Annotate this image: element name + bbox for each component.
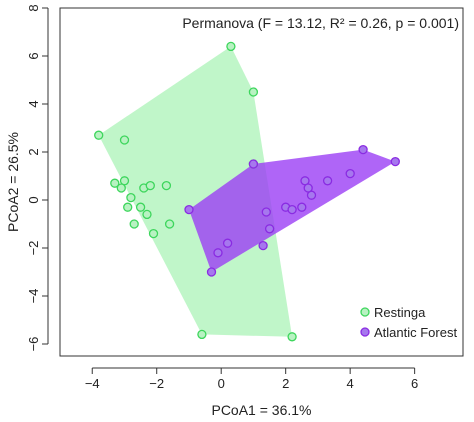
legend-label-atlantic-forest: Atlantic Forest xyxy=(374,325,457,340)
point-series1-0 xyxy=(248,159,259,169)
x-tick-label-1: −2 xyxy=(149,376,164,391)
point-series1-5 xyxy=(258,240,268,251)
point-series0-4 xyxy=(116,183,126,193)
point-series1-7 xyxy=(261,207,271,217)
point-series1-3 xyxy=(213,248,223,258)
point-series0-12 xyxy=(129,219,139,229)
point-series0-6 xyxy=(123,202,133,212)
point-series0-16 xyxy=(248,87,259,97)
point-series0-8 xyxy=(145,180,155,191)
legend-label-restinga: Restinga xyxy=(374,305,426,320)
legend: Restinga Atlantic Forest xyxy=(360,305,457,340)
permanova-annotation: Permanova (F = 13.12, R² = 0.26, p = 0.0… xyxy=(182,15,459,31)
point-series1-1 xyxy=(184,204,194,215)
point-series0-11 xyxy=(142,209,152,220)
point-series1-4 xyxy=(222,238,233,248)
plot-frame xyxy=(59,7,464,357)
y-tick-label-3: 0 xyxy=(26,196,41,203)
point-series1-10 xyxy=(297,202,307,212)
y-tick-label-4: 2 xyxy=(26,148,41,155)
point-series0-10 xyxy=(135,202,146,212)
x-tick-label-3: 2 xyxy=(282,376,289,391)
point-series0-18 xyxy=(287,332,297,342)
point-series0-2 xyxy=(110,178,120,188)
x-tick-label-4: 4 xyxy=(347,376,354,391)
point-series0-15 xyxy=(226,41,236,52)
y-tick-label-6: 6 xyxy=(26,52,41,59)
point-series0-17 xyxy=(197,329,207,340)
x-axis-title: PCoA1 = 36.1% xyxy=(211,402,311,418)
legend-marker-atlantic-forest xyxy=(360,327,370,337)
x-tick-label-2: 0 xyxy=(218,376,225,391)
points-layer xyxy=(94,41,400,342)
point-series0-13 xyxy=(148,228,159,239)
x-tick-label-5: 6 xyxy=(411,376,418,391)
hull-0 xyxy=(98,46,293,337)
y-tick-label-1: −4 xyxy=(26,289,41,304)
point-series1-6 xyxy=(264,224,275,234)
point-series1-15 xyxy=(345,168,355,179)
axes-layer: −4 −2 0 2 4 6 −6 −4 −2 0 2 4 6 8 xyxy=(26,4,418,391)
point-series1-16 xyxy=(358,144,368,155)
y-tick-label-7: 8 xyxy=(26,4,41,11)
legend-marker-restinga xyxy=(360,307,370,317)
y-axis-title: PCoA2 = 26.5% xyxy=(5,132,21,232)
y-tick-label-2: −2 xyxy=(26,241,41,256)
point-series1-13 xyxy=(303,183,313,193)
y-tick-label-0: −6 xyxy=(26,337,41,352)
point-series0-14 xyxy=(164,219,175,229)
point-series0-0 xyxy=(94,130,104,140)
point-series1-17 xyxy=(390,156,400,167)
y-tick-label-5: 4 xyxy=(26,100,41,107)
point-series1-14 xyxy=(322,176,333,186)
point-series0-9 xyxy=(161,180,172,191)
point-series0-5 xyxy=(126,192,136,203)
x-tick-label-0: −4 xyxy=(85,376,100,391)
point-series1-9 xyxy=(287,204,297,215)
point-series1-2 xyxy=(206,267,217,277)
point-series0-1 xyxy=(119,135,130,145)
